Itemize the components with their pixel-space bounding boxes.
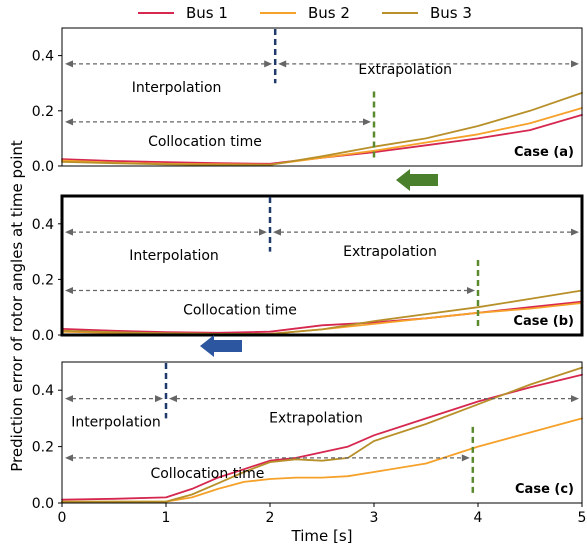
collocation-arrow (65, 454, 470, 462)
series-line-bus-3 (61, 366, 583, 503)
y-tick-label: 0.2 (32, 104, 54, 120)
x-tick-label: 0 (58, 510, 67, 526)
legend-label: Bus 2 (308, 4, 350, 22)
case-label: Case (b) (513, 314, 574, 329)
interpolation-label: Interpolation (129, 248, 219, 264)
x-tick-label: 4 (474, 510, 483, 526)
extrapolation-label: Extrapolation (269, 411, 363, 427)
extrapolation-arrow (278, 60, 579, 68)
panel-case-b: 0.0 0.2 0.4 Interpolation Extrapolation Collo… (32, 194, 584, 344)
y-tick-label: 0.0 (32, 328, 54, 344)
case-label: Case (a) (514, 145, 574, 160)
legend-label: Bus 1 (186, 4, 228, 22)
panel-case-a: 0.0 0.2 0.4 Interpolation Extrapolation Collo… (32, 27, 583, 175)
left-arrow-icon (200, 335, 242, 357)
legend: Bus 1 Bus 2 Bus 3 (138, 4, 472, 22)
interpolation-label: Interpolation (132, 80, 222, 96)
y-tick-label: 0.0 (32, 159, 54, 175)
interpolation-label: Interpolation (71, 415, 161, 431)
legend-item: Bus 2 (260, 4, 350, 22)
y-tick-label: 0.4 (32, 217, 54, 233)
collocation-arrow (65, 287, 475, 295)
extrapolation-label: Extrapolation (358, 62, 452, 78)
collocation-label: Collocation time (148, 134, 262, 150)
y-tick-label: 0.4 (32, 383, 54, 399)
legend-item: Bus 1 (138, 4, 228, 22)
left-arrow-icon (396, 169, 438, 191)
series-line-bus-2 (61, 417, 583, 503)
x-tick-label: 2 (266, 510, 275, 526)
series-line-bus-3 (61, 92, 583, 166)
plot-frame (60, 194, 584, 337)
panels: 0.0 0.2 0.4 Interpolation Extrapolation Collo… (32, 27, 587, 526)
plot-frame (61, 27, 583, 167)
series-line-bus-1 (61, 300, 583, 334)
y-tick-label: 0.2 (32, 440, 54, 456)
x-axis-label: Time [s] (291, 527, 353, 545)
transition-arrows (200, 169, 438, 357)
x-tick-label: 5 (578, 510, 587, 526)
collocation-label: Collocation time (150, 466, 264, 482)
collocation-label: Collocation time (183, 303, 297, 319)
y-tick-label: 0.4 (32, 49, 54, 65)
y-tick-label: 0.0 (32, 496, 54, 512)
legend-item: Bus 3 (382, 4, 472, 22)
plot-frame (61, 361, 583, 504)
interpolation-arrow (65, 395, 163, 403)
case-label: Case (c) (515, 482, 574, 497)
y-tick-label: 0.2 (32, 272, 54, 288)
extrapolation-arrow (273, 228, 579, 236)
extrapolation-arrow (169, 395, 579, 403)
collocation-arrow (65, 118, 371, 126)
extrapolation-label: Extrapolation (343, 244, 437, 260)
legend-label: Bus 3 (430, 4, 472, 22)
x-tick-label: 3 (370, 510, 379, 526)
series-line-bus-1 (61, 373, 583, 501)
interpolation-arrow (65, 60, 273, 68)
series-line-bus-3 (61, 289, 583, 335)
interpolation-arrow (65, 228, 267, 236)
panel-case-c: 0.0 0.2 0.4 0 1 2 3 4 5 Interpolation Extrapolatio… (32, 361, 587, 526)
x-tick-label: 1 (162, 510, 171, 526)
y-axis-label: Prediction error of rotor angles at time… (8, 140, 26, 472)
